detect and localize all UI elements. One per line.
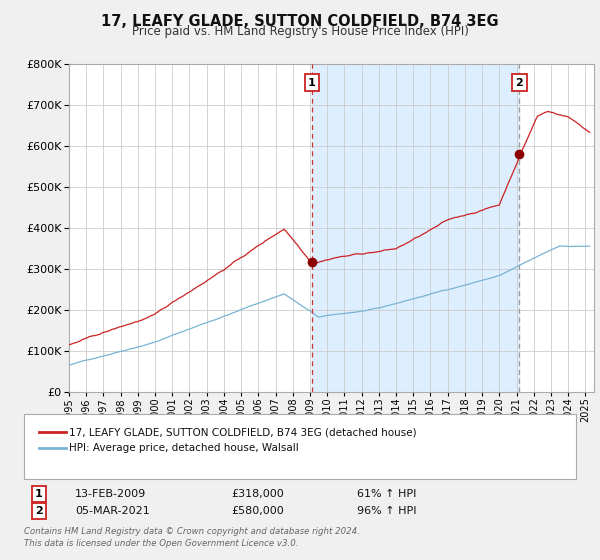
Bar	[312, 64, 520, 392]
Text: Price paid vs. HM Land Registry's House Price Index (HPI): Price paid vs. HM Land Registry's House …	[131, 25, 469, 38]
Text: £318,000: £318,000	[231, 489, 284, 499]
Text: 17, LEAFY GLADE, SUTTON COLDFIELD, B74 3EG (detached house): 17, LEAFY GLADE, SUTTON COLDFIELD, B74 3…	[69, 427, 416, 437]
Text: HPI: Average price, detached house, Walsall: HPI: Average price, detached house, Wals…	[69, 443, 299, 453]
Text: 61% ↑ HPI: 61% ↑ HPI	[357, 489, 416, 499]
Text: 17, LEAFY GLADE, SUTTON COLDFIELD, B74 3EG: 17, LEAFY GLADE, SUTTON COLDFIELD, B74 3…	[101, 14, 499, 29]
Text: 1: 1	[35, 489, 43, 499]
Text: 05-MAR-2021: 05-MAR-2021	[75, 506, 150, 516]
Text: 1: 1	[308, 78, 316, 88]
Text: £580,000: £580,000	[231, 506, 284, 516]
Text: 96% ↑ HPI: 96% ↑ HPI	[357, 506, 416, 516]
Text: Contains HM Land Registry data © Crown copyright and database right 2024.: Contains HM Land Registry data © Crown c…	[24, 528, 360, 536]
Text: 2: 2	[35, 506, 43, 516]
Text: 13-FEB-2009: 13-FEB-2009	[75, 489, 146, 499]
Text: 2: 2	[515, 78, 523, 88]
Text: This data is licensed under the Open Government Licence v3.0.: This data is licensed under the Open Gov…	[24, 539, 299, 548]
